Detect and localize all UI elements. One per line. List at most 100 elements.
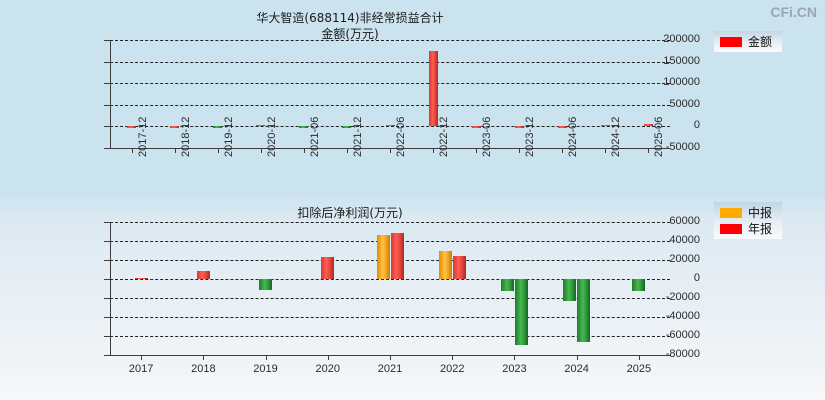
y-axis-tick-mark xyxy=(104,317,110,318)
bar-金额-2020-12[interactable] xyxy=(256,125,266,127)
legend-swatch-annual xyxy=(720,223,742,234)
y-axis-tick-label: 20000 xyxy=(669,253,700,265)
bar-年报-2024[interactable] xyxy=(577,279,591,342)
bar-中报-2021[interactable] xyxy=(376,235,390,279)
bar-金额-2017-12[interactable] xyxy=(127,126,137,128)
y-axis-tick-mark xyxy=(104,126,110,128)
y-axis-tick-mark xyxy=(104,260,110,261)
y-axis-tick-label: 50000 xyxy=(669,97,700,110)
x-axis-tick-mark xyxy=(141,355,143,360)
x-axis-tick-mark xyxy=(327,355,329,360)
chart-deducted-net-profit: 60000 40000 20000 0 -20000 -40000 -60000 -80000… xyxy=(0,215,700,375)
x-axis-tick-label: 2020 xyxy=(315,363,341,375)
x-axis-tick-label: 2021 xyxy=(377,363,403,375)
legend-item-annual[interactable]: 年报 xyxy=(720,222,772,235)
x-axis-tick-label: 2025 xyxy=(626,363,652,375)
bar-年报-2022[interactable] xyxy=(452,255,466,279)
x-axis-tick-label: 2018 xyxy=(191,363,216,375)
bar-金额-2024-12[interactable] xyxy=(600,124,610,127)
bar-年报-2021[interactable] xyxy=(390,233,404,279)
y-axis-tick-label: 60000 xyxy=(669,215,700,227)
y-axis-tick-mark xyxy=(104,104,110,106)
bar-金额-2025-06[interactable] xyxy=(643,123,653,127)
gridline xyxy=(110,40,670,41)
x-axis-tick-mark xyxy=(562,148,564,153)
x-axis-tick-mark xyxy=(174,148,176,153)
x-axis-tick-mark xyxy=(265,355,267,360)
legend-swatch-amount xyxy=(720,36,742,47)
x-axis-tick-label: 2019-12 xyxy=(222,116,235,157)
gridline xyxy=(110,126,670,128)
watermark-cfi: CFi.CN xyxy=(770,4,817,20)
x-axis-tick-label: 2018-12 xyxy=(179,116,192,157)
gridline xyxy=(110,104,670,106)
y-axis-tick-label: 0 xyxy=(693,272,700,284)
x-axis-tick-mark xyxy=(576,355,578,360)
bar-金额-2021-06[interactable] xyxy=(299,126,309,128)
chart-top-subtitle: 金额(万元) xyxy=(321,27,379,41)
bar-金额-2019-12[interactable] xyxy=(213,126,223,129)
legend-label-annual: 年报 xyxy=(748,221,773,236)
legend-bottom: 中报 年报 xyxy=(714,202,783,239)
legend-top: 金额 xyxy=(714,31,783,52)
x-axis-tick-label: 2017 xyxy=(128,363,154,375)
bar-年报-2023[interactable] xyxy=(514,279,528,345)
bar-中报-2022[interactable] xyxy=(438,251,452,279)
y-axis-tick-label: 0 xyxy=(693,119,700,132)
x-axis-tick-label: 2024-06 xyxy=(567,116,580,157)
legend-label-amount: 金额 xyxy=(748,34,773,49)
x-axis-tick-label: 2023 xyxy=(502,363,527,375)
plot-area-bottom xyxy=(110,222,670,356)
bar-金额-2021-12[interactable] xyxy=(342,126,352,128)
y-axis-tick-label: 40000 xyxy=(669,234,700,246)
bar-年报-2017[interactable] xyxy=(134,278,148,280)
x-axis-tick-mark xyxy=(203,355,205,360)
y-axis-tick-label: -40000 xyxy=(665,310,700,322)
x-axis-tick-mark xyxy=(638,355,640,360)
bar-年报-2018[interactable] xyxy=(196,270,210,279)
x-axis-tick-label: 2020-12 xyxy=(265,116,278,157)
page-title: 华大智造(688114)非经常损益合计 xyxy=(256,11,444,25)
x-axis-tick-mark xyxy=(303,148,305,153)
bar-金额-2023-12[interactable] xyxy=(514,126,524,128)
x-axis-tick-label: 2025-06 xyxy=(653,116,666,157)
y-axis-tick-label: -20000 xyxy=(665,291,700,303)
y-axis-tick-mark xyxy=(104,61,110,63)
bar-年报-2020[interactable] xyxy=(321,256,335,279)
gridline xyxy=(110,317,670,318)
gridline xyxy=(110,298,670,299)
bar-金额-2023-06[interactable] xyxy=(471,126,481,128)
y-axis-tick-label: -60000 xyxy=(665,329,700,341)
x-axis-tick-mark xyxy=(390,148,391,153)
bar-金额-2024-06[interactable] xyxy=(557,126,567,128)
gridline xyxy=(110,241,670,242)
bar-金额-2022-12[interactable] xyxy=(428,50,438,127)
x-axis-tick-label: 2019 xyxy=(253,363,278,375)
bar-中报-2024[interactable] xyxy=(563,279,577,301)
y-axis-tick-label: -80000 xyxy=(665,348,700,360)
y-axis-tick-mark xyxy=(104,241,110,242)
x-axis-tick-mark xyxy=(605,148,607,153)
x-axis-tick-mark xyxy=(514,355,516,360)
bar-年报-2019[interactable] xyxy=(259,279,273,290)
legend-item-interim[interactable]: 中报 xyxy=(720,206,772,219)
x-axis-tick-mark xyxy=(476,148,478,153)
y-axis-tick-label: -50000 xyxy=(665,141,700,153)
bar-金额-2018-12[interactable] xyxy=(170,126,180,128)
x-axis-tick-label: 2021-12 xyxy=(351,116,364,157)
x-axis-tick-mark xyxy=(390,355,391,360)
bar-中报-2025[interactable] xyxy=(632,279,646,292)
gridline xyxy=(110,336,670,337)
y-axis-tick-mark xyxy=(104,279,110,280)
bar-中报-2023[interactable] xyxy=(500,279,514,292)
axis-line-y xyxy=(110,222,111,355)
legend-item-amount[interactable]: 金额 xyxy=(720,35,772,48)
x-axis-tick-label: 2021-06 xyxy=(308,116,321,157)
plot-area-top xyxy=(110,40,670,149)
x-axis-tick-mark xyxy=(131,148,133,153)
x-axis-tick-mark xyxy=(217,148,219,153)
legend-label-interim: 中报 xyxy=(748,205,773,220)
bar-金额-2022-06[interactable] xyxy=(385,124,395,127)
x-axis-tick-label: 2023-12 xyxy=(524,116,537,157)
